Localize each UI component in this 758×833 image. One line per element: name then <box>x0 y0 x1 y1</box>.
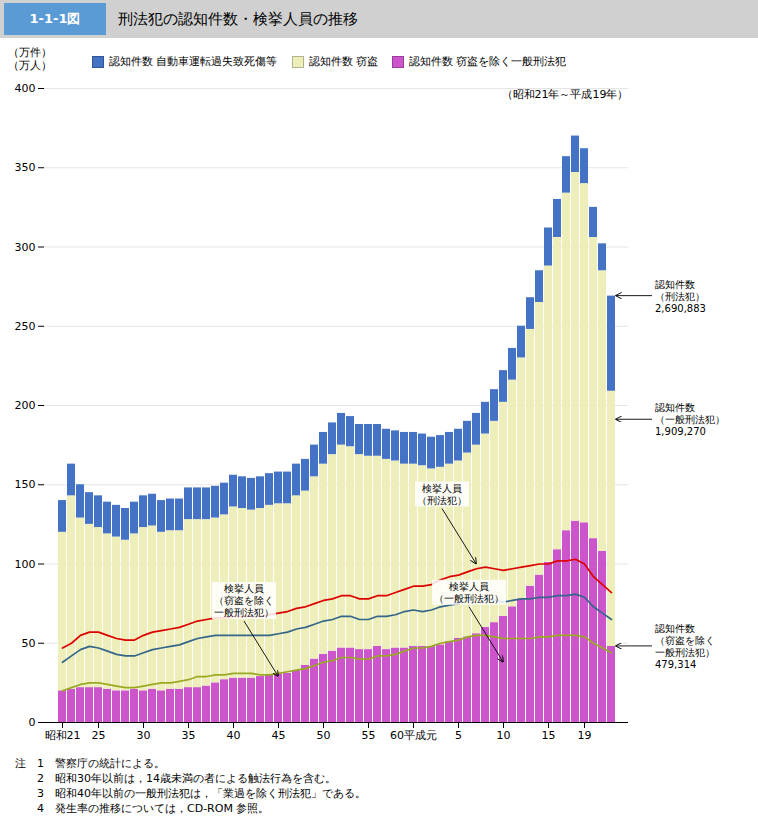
svg-text:100: 100 <box>15 558 36 571</box>
svg-text:検挙人員（一般刑法犯）: 検挙人員（一般刑法犯） <box>434 581 504 604</box>
svg-text:19: 19 <box>578 729 592 742</box>
svg-text:150: 150 <box>15 478 36 491</box>
svg-text:昭和21: 昭和21 <box>45 729 81 742</box>
svg-text:10: 10 <box>497 729 511 742</box>
svg-text:25: 25 <box>92 729 106 742</box>
svg-text:350: 350 <box>15 161 36 174</box>
svg-text:認知件数（一般刑法犯）1,909,270: 認知件数（一般刑法犯）1,909,270 <box>655 402 725 437</box>
svg-text:400: 400 <box>15 82 36 95</box>
svg-text:（昭和21年～平成19年）: （昭和21年～平成19年） <box>502 88 629 101</box>
html-text:認知件数 自動車運転過失致死傷等: 認知件数 自動車運転過失致死傷等 <box>109 55 278 68</box>
html-text:1-1-1図: 1-1-1図 <box>29 11 81 26</box>
svg-text:55: 55 <box>362 729 376 742</box>
html-text:認知件数 窃盗: 認知件数 窃盗 <box>308 55 378 68</box>
svg-text:50: 50 <box>317 729 331 742</box>
svg-text:認知件数（窃盗を除く一般刑法犯）479,314: 認知件数（窃盗を除く一般刑法犯）479,314 <box>655 623 715 670</box>
svg-text:認知件数（刑法犯）2,690,883: 認知件数（刑法犯）2,690,883 <box>655 279 706 314</box>
svg-text:60平成元: 60平成元 <box>390 729 437 742</box>
svg-text:15: 15 <box>542 729 556 742</box>
svg-text:5: 5 <box>455 729 462 742</box>
html-text:認知件数 窃盗を除く一般刑法犯: 認知件数 窃盗を除く一般刑法犯 <box>409 55 567 68</box>
svg-text:30: 30 <box>137 729 151 742</box>
svg-text:50: 50 <box>22 637 36 650</box>
svg-text:35: 35 <box>182 729 196 742</box>
svg-text:45: 45 <box>272 729 286 742</box>
html-text:注 1 警察庁の統計による。 2 昭和30年以前は，14歳未: 注 1 警察庁の統計による。 2 昭和30年以前は，14歳未満の者による触法行為… <box>15 757 366 815</box>
html-text:（万件） （万人）: （万件） （万人） <box>8 46 52 72</box>
svg-text:40: 40 <box>227 729 241 742</box>
svg-text:検挙人員（刑法犯）: 検挙人員（刑法犯） <box>417 483 467 506</box>
html-text:刑法犯の認知件数・検挙人員の推移: 刑法犯の認知件数・検挙人員の推移 <box>118 9 358 28</box>
svg-text:250: 250 <box>15 320 36 333</box>
svg-text:300: 300 <box>15 241 36 254</box>
svg-text:検挙人員（窃盗を除く一般刑法犯）: 検挙人員（窃盗を除く一般刑法犯） <box>214 583 274 618</box>
svg-text:0: 0 <box>29 716 36 729</box>
svg-text:200: 200 <box>15 399 36 412</box>
